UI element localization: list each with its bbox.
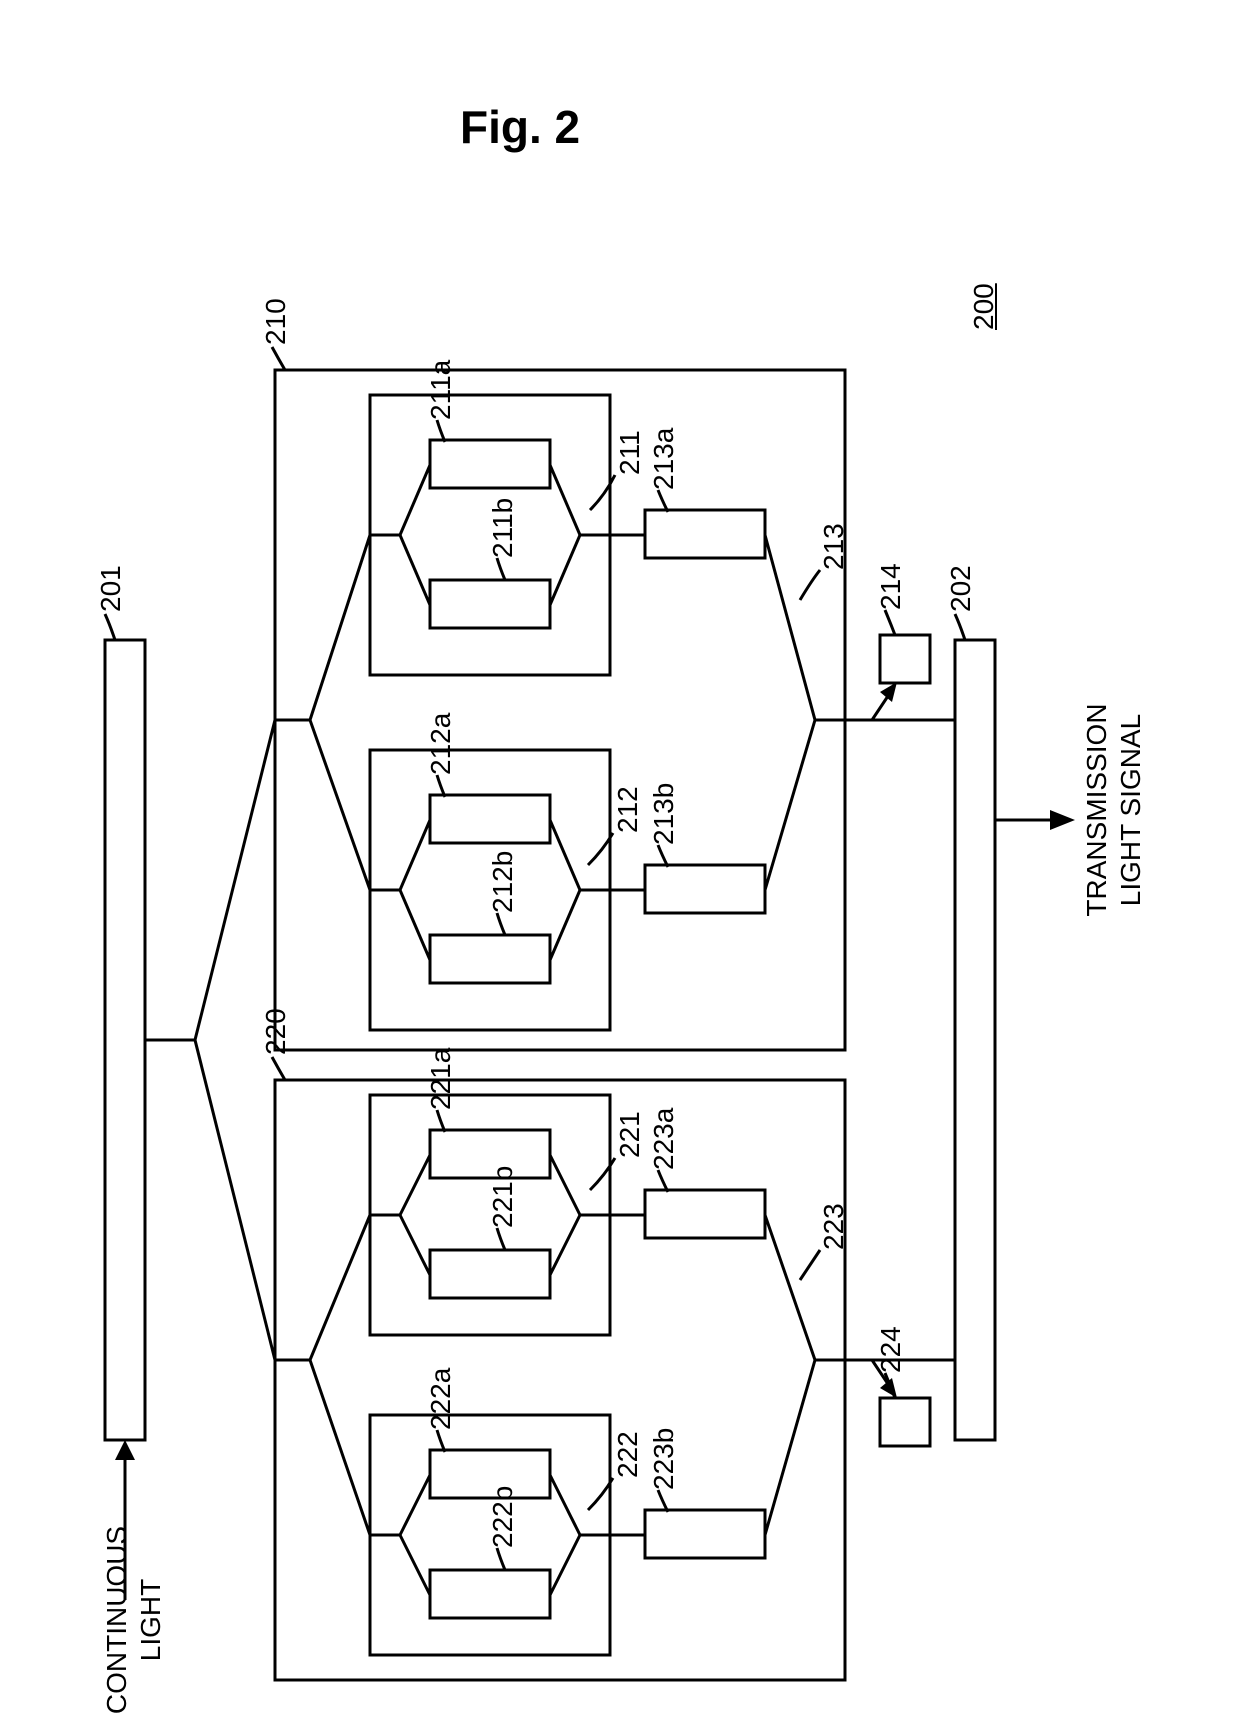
label-211b: 211b	[487, 498, 519, 558]
label-223a: 223a	[648, 1108, 680, 1170]
label-222b: 222b	[487, 1486, 519, 1548]
label-212: 212	[612, 786, 644, 833]
label-202: 202	[945, 565, 977, 612]
label-222: 222	[612, 1431, 644, 1478]
label-223: 223	[818, 1203, 850, 1250]
label-200: 200	[968, 283, 1000, 330]
label-213a: 213a	[648, 428, 680, 490]
label-224: 224	[875, 1326, 907, 1373]
label-223b: 223b	[648, 1428, 680, 1490]
label-221a: 221a	[425, 1048, 457, 1110]
label-212a: 212a	[425, 713, 457, 775]
label-213b: 213b	[648, 783, 680, 845]
label-213: 213	[818, 523, 850, 570]
label-221b: 221b	[487, 1166, 519, 1228]
label-221: 221	[614, 1111, 646, 1158]
label-222a: 222a	[425, 1368, 457, 1430]
input-label: CONTINUOUSLIGHT	[100, 1520, 167, 1720]
label-201: 201	[95, 565, 127, 612]
label-211: 211	[614, 430, 646, 475]
label-210: 210	[260, 298, 292, 345]
label-220: 220	[260, 1008, 292, 1055]
output-label: TRANSMISSIONLIGHT SIGNAL	[1080, 700, 1147, 920]
label-211a: 211a	[425, 360, 457, 420]
label-214: 214	[875, 563, 907, 610]
label-212b: 212b	[487, 851, 519, 913]
